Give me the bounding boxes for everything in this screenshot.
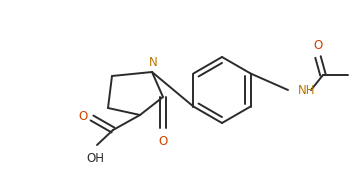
Text: O: O bbox=[79, 110, 88, 123]
Text: OH: OH bbox=[86, 152, 104, 165]
Text: O: O bbox=[158, 135, 168, 148]
Text: O: O bbox=[313, 39, 323, 52]
Text: N: N bbox=[149, 56, 157, 69]
Text: NH: NH bbox=[298, 83, 316, 96]
